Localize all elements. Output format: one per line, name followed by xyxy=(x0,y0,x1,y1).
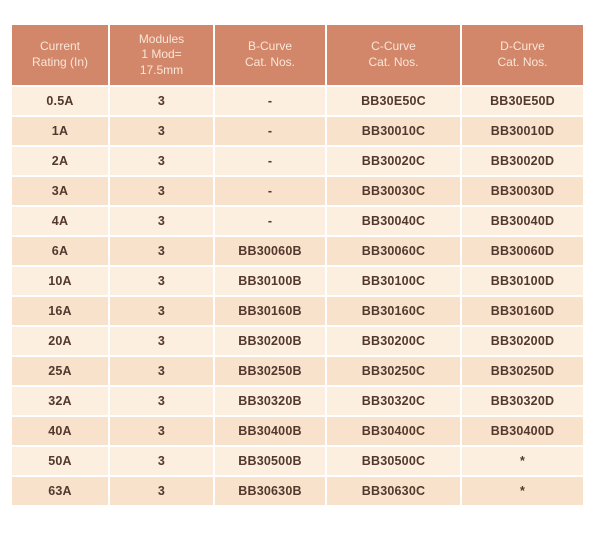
table-cell: - xyxy=(215,147,325,175)
table-cell: BB30010D xyxy=(462,117,583,145)
table-cell: 3 xyxy=(110,417,213,445)
table-cell: BB30400C xyxy=(327,417,460,445)
table-cell: 3 xyxy=(110,447,213,475)
table-cell: BB30060B xyxy=(215,237,325,265)
table-row: 4A 3- BB30040C BB30040D xyxy=(12,207,583,235)
table-cell: 3 xyxy=(110,327,213,355)
table-cell: 3 xyxy=(110,207,213,235)
table-cell: - xyxy=(215,117,325,145)
table-cell: 4A xyxy=(12,207,108,235)
table-cell: 3 xyxy=(110,147,213,175)
table-row: 25A 3 BB30250B BB30250C BB30250D xyxy=(12,357,583,385)
table-cell: BB30060D xyxy=(462,237,583,265)
table-cell: BB30400D xyxy=(462,417,583,445)
header-row: Current Rating (In) Modules 1 Mod= 17.5mm… xyxy=(12,25,583,85)
table-cell: BB30040D xyxy=(462,207,583,235)
table-cell: BB30030D xyxy=(462,177,583,205)
table-cell: BB30160D xyxy=(462,297,583,325)
table-row: 2A 3- BB30020C BB30020D xyxy=(12,147,583,175)
table-cell: 3 xyxy=(110,297,213,325)
table-cell: BB30400B xyxy=(215,417,325,445)
table-cell: BB30160C xyxy=(327,297,460,325)
table-row: 1A 3- BB30010C BB30010D xyxy=(12,117,583,145)
table-cell: 3A xyxy=(12,177,108,205)
catalog-table: Current Rating (In) Modules 1 Mod= 17.5mm… xyxy=(10,23,585,507)
table-cell: BB30320D xyxy=(462,387,583,415)
table-cell: 3 xyxy=(110,357,213,385)
table-row: 6A 3 BB30060B BB30060C BB30060D xyxy=(12,237,583,265)
table-cell: BB30500C xyxy=(327,447,460,475)
table-cell: - xyxy=(215,177,325,205)
table-cell: BB30010C xyxy=(327,117,460,145)
table-cell: - xyxy=(215,207,325,235)
column-header: Modules 1 Mod= 17.5mm xyxy=(110,25,213,85)
column-header: C-Curve Cat. Nos. xyxy=(327,25,460,85)
column-header: Current Rating (In) xyxy=(12,25,108,85)
table-cell: BB30500B xyxy=(215,447,325,475)
table-cell: 0.5A xyxy=(12,87,108,115)
table-cell: BB30250D xyxy=(462,357,583,385)
column-header: D-Curve Cat. Nos. xyxy=(462,25,583,85)
table-cell: * xyxy=(462,477,583,505)
table-cell: BB30200B xyxy=(215,327,325,355)
table-cell: 10A xyxy=(12,267,108,295)
table-cell: 3 xyxy=(110,117,213,145)
table-cell: 6A xyxy=(12,237,108,265)
table-cell: 20A xyxy=(12,327,108,355)
table-row: 40A 3 BB30400B BB30400C BB30400D xyxy=(12,417,583,445)
table-cell: BB30030C xyxy=(327,177,460,205)
table-cell: BB30040C xyxy=(327,207,460,235)
table-cell: BB30100C xyxy=(327,267,460,295)
table-header: Current Rating (In) Modules 1 Mod= 17.5mm… xyxy=(12,25,583,85)
table-cell: BB30200D xyxy=(462,327,583,355)
table-row: 16A 3 BB30160B BB30160C BB30160D xyxy=(12,297,583,325)
table-cell: 3 xyxy=(110,267,213,295)
table-cell: BB30320C xyxy=(327,387,460,415)
table-cell: BB30020D xyxy=(462,147,583,175)
table-cell: BB30630B xyxy=(215,477,325,505)
table-cell: 1A xyxy=(12,117,108,145)
table-row: 32A 3 BB30320B BB30320C BB30320D xyxy=(12,387,583,415)
table-cell: BB30E50C xyxy=(327,87,460,115)
table-row: 63A 3 BB30630B BB30630C * xyxy=(12,477,583,505)
table-cell: BB30020C xyxy=(327,147,460,175)
table-cell: 3 xyxy=(110,237,213,265)
table-cell: - xyxy=(215,87,325,115)
table-row: 3A 3- BB30030C BB30030D xyxy=(12,177,583,205)
table-row: 10A 3 BB30100B BB30100C BB30100D xyxy=(12,267,583,295)
table-cell: 32A xyxy=(12,387,108,415)
table-cell: BB30320B xyxy=(215,387,325,415)
table-cell: BB30100D xyxy=(462,267,583,295)
table-cell: 25A xyxy=(12,357,108,385)
table-cell: 40A xyxy=(12,417,108,445)
table-cell: * xyxy=(462,447,583,475)
table-cell: BB30250B xyxy=(215,357,325,385)
table-cell: 16A xyxy=(12,297,108,325)
table-row: 50A 3 BB30500B BB30500C * xyxy=(12,447,583,475)
table-cell: BB30160B xyxy=(215,297,325,325)
table-cell: 3 xyxy=(110,87,213,115)
table-cell: 63A xyxy=(12,477,108,505)
column-header: B-Curve Cat. Nos. xyxy=(215,25,325,85)
table-cell: BB30250C xyxy=(327,357,460,385)
table-cell: 3 xyxy=(110,387,213,415)
table-body: 0.5A 3- BB30E50C BB30E50D 1A 3- BB30010C BB3001… xyxy=(12,87,583,505)
table-cell: 3 xyxy=(110,177,213,205)
table-cell: BB30100B xyxy=(215,267,325,295)
table-cell: BB30060C xyxy=(327,237,460,265)
table-row: 20A 3 BB30200B BB30200C BB30200D xyxy=(12,327,583,355)
table-cell: BB30630C xyxy=(327,477,460,505)
table-cell: 50A xyxy=(12,447,108,475)
table-cell: 2A xyxy=(12,147,108,175)
table-cell: BB30200C xyxy=(327,327,460,355)
table-cell: BB30E50D xyxy=(462,87,583,115)
table-row: 0.5A 3- BB30E50C BB30E50D xyxy=(12,87,583,115)
table-cell: 3 xyxy=(110,477,213,505)
